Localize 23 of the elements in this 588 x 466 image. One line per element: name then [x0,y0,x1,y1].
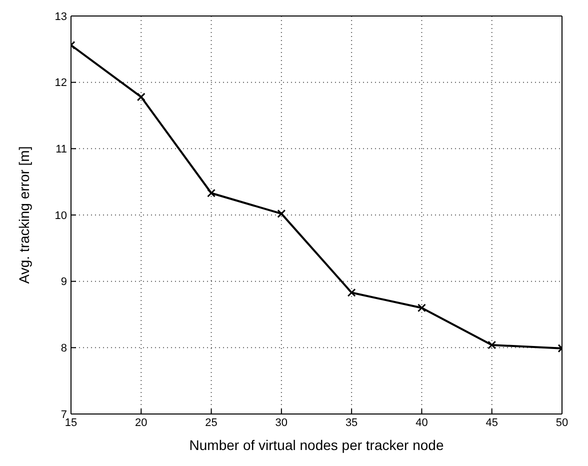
x-axis-title: Number of virtual nodes per tracker node [189,437,444,453]
point [136,92,146,102]
y-tick-label: 11 [56,144,67,156]
y-tick-label: 10 [54,210,67,222]
x-tick-label: 20 [135,416,148,429]
y-tick-label: 12 [54,77,67,90]
y-tick-label: 13 [54,10,67,23]
y-tick-label: 7 [60,408,67,421]
point [277,209,286,218]
x-tick-label: 25 [205,416,218,429]
x-tick-label: 40 [416,416,428,429]
x-tick-label: 50 [556,416,568,429]
y-axis-title: Avg. tracking error [m] [16,146,32,284]
x-tick-label: 15 [64,416,78,429]
y-tick-label: 8 [60,342,67,355]
y-tick-label: 9 [60,276,67,288]
point [488,340,496,350]
x-tick-label: 35 [345,416,358,429]
point [417,304,426,312]
x-tick-label: 45 [486,416,498,429]
x-tick-label: 30 [275,416,288,429]
point [207,188,216,198]
point [347,288,356,297]
